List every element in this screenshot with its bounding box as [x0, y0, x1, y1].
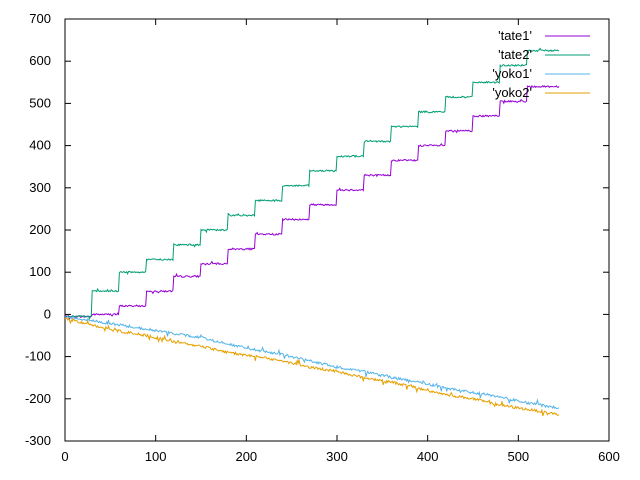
x-tick-label: 100	[145, 449, 167, 464]
legend-label-2: 'tate2'	[498, 47, 532, 62]
series-line-2	[64, 47, 560, 320]
legend: 'tate1' 'tate2' 'yoko1' 'yoko2'	[492, 28, 590, 100]
x-tick-label: 500	[507, 449, 529, 464]
x-tick-label: 300	[326, 449, 348, 464]
y-tick-label: 0	[44, 306, 51, 321]
x-tick-label: 200	[235, 449, 257, 464]
x-tick-label: 400	[417, 449, 439, 464]
plot-frame	[64, 18, 610, 442]
y-tick-label: 200	[29, 222, 51, 237]
y-tick-label: 700	[29, 11, 51, 26]
y-tick-label: 100	[29, 264, 51, 279]
y-tick-label: 400	[29, 138, 51, 153]
series-line-4	[64, 317, 560, 417]
legend-label-4: 'yoko2'	[492, 85, 532, 100]
series-line-3	[64, 315, 560, 410]
x-tick-label: 0	[61, 449, 68, 464]
y-tick-label: 500	[29, 95, 51, 110]
y-tick-label: -300	[25, 433, 51, 448]
axis-ticks: 0 100 200 300 400 500 600 -300 -200 -100 0 100 200 30…	[25, 11, 620, 464]
series-line-1	[64, 84, 560, 321]
series-layer	[64, 47, 560, 417]
y-tick-label: 600	[29, 53, 51, 68]
x-tick-label: 600	[598, 449, 620, 464]
y-tick-label: 300	[29, 180, 51, 195]
y-tick-label: -100	[25, 349, 51, 364]
legend-label-3: 'yoko1'	[492, 66, 532, 81]
legend-label-1: 'tate1'	[498, 28, 532, 43]
y-tick-label: -200	[25, 391, 51, 406]
